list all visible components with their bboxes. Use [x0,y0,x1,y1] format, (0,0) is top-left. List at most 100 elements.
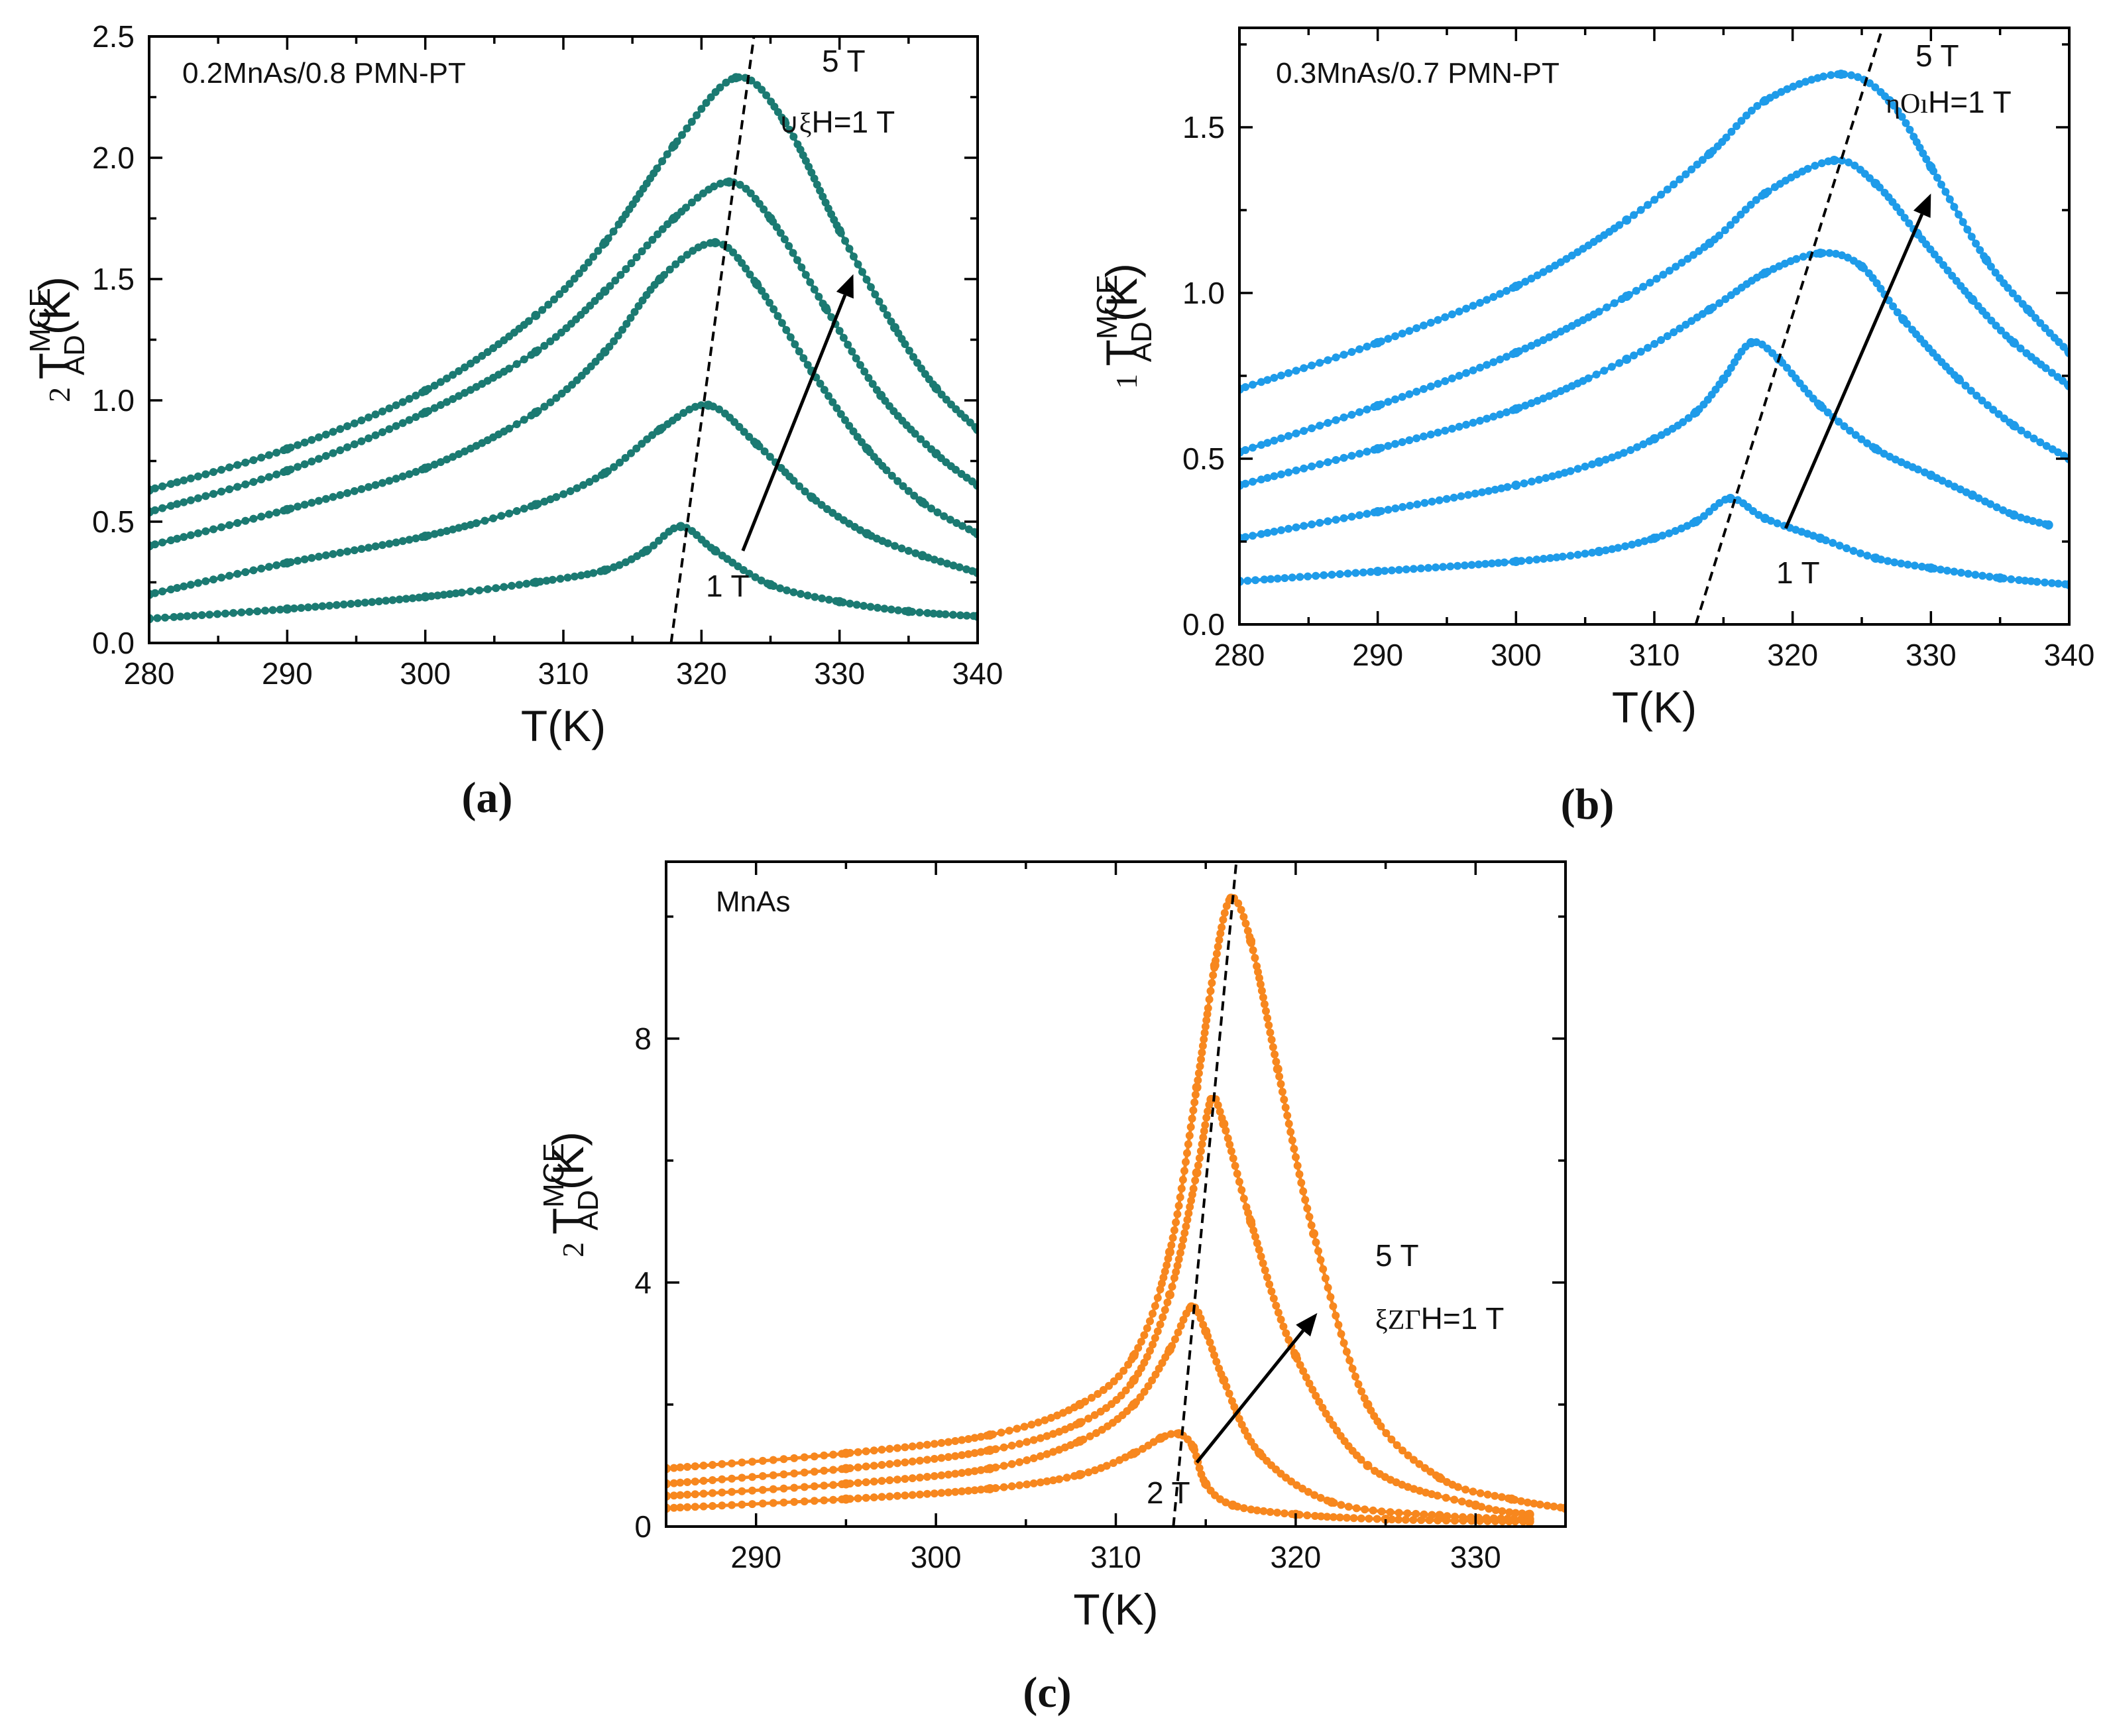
data-point [1566,551,1575,560]
data-point [339,600,348,608]
data-point [1395,1515,1402,1524]
data-point [1426,318,1435,327]
sample-point [1165,1290,1174,1300]
data-point [1972,391,1981,400]
data-point [1983,401,1992,410]
data-point [540,341,549,350]
data-point [813,180,821,189]
field-arrow-head [1296,1312,1318,1337]
data-point [793,256,801,264]
data-point [1588,460,1597,469]
sample-point [1156,1433,1166,1443]
data-point [956,611,964,620]
data-point [1297,1179,1306,1187]
data-point [173,478,182,487]
data-point [1153,1294,1162,1302]
data-point [583,570,592,579]
data-point [893,1476,901,1484]
data-point [1288,1136,1296,1145]
data-point [1943,266,1952,274]
data-point [728,1487,736,1496]
data-point [1203,1010,1212,1018]
data-point [1367,567,1375,576]
data-point [930,555,939,564]
data-point [2000,414,2008,423]
sample-point [1201,1326,1211,1336]
data-point [776,584,784,593]
data-point [699,1489,708,1498]
x-tick-label: 330 [1450,1540,1501,1574]
data-point [1178,1242,1186,1251]
data-point [818,594,826,603]
data-point [1151,1302,1159,1310]
data-point [1957,569,1965,577]
data-point [1308,424,1316,433]
data-point [249,456,258,465]
data-point [1316,422,1324,430]
data-point [1190,1098,1199,1107]
data-point [949,561,958,570]
data-point [866,283,875,292]
data-point [1354,1380,1363,1389]
data-point [862,1462,870,1471]
data-point [1337,1501,1345,1509]
data-point [1550,1502,1558,1511]
data-point [1156,1320,1165,1329]
data-point [1588,548,1597,557]
series-5-T [666,894,1566,1513]
sample-point [1511,557,1521,566]
data-point [707,93,715,101]
data-point [371,542,380,551]
data-point [852,354,860,363]
data-point [1304,1487,1312,1496]
data-point [1110,1377,1118,1385]
data-point [1304,572,1312,581]
data-point [233,569,242,578]
data-point [893,1444,901,1452]
data-point [709,1461,716,1469]
data-point [1777,87,1786,96]
data-point [958,1451,966,1460]
data-point [1088,1393,1096,1402]
data-point [1194,1069,1203,1078]
data-point [1665,529,1674,538]
data-point [233,483,242,491]
data-point [1404,1451,1412,1460]
sample-point [1725,494,1735,503]
data-point [933,508,942,516]
data-point [1183,1216,1192,1224]
data-point [1196,1147,1205,1155]
data-point [1247,1505,1255,1514]
data-point [1253,1239,1261,1247]
data-point [350,487,359,495]
data-point [1913,465,1922,474]
data-point [1282,1329,1290,1338]
data-point [1263,439,1272,447]
data-point [575,269,583,278]
data-point [1955,210,1963,219]
sample-point [1829,156,1839,165]
data-point [1831,249,1840,258]
sample-point [1246,936,1256,946]
data-point [1876,284,1885,293]
x-tick-label: 320 [1271,1540,1322,1574]
sample-point [1373,567,1383,576]
field-arrow-head [1913,194,1931,218]
data-point [2054,579,2063,588]
data-point [825,595,833,604]
data-point [300,500,309,509]
data-point [615,561,624,569]
data-point [186,581,195,589]
data-point [1687,317,1696,325]
data-point [405,470,414,479]
sample-point [282,604,292,614]
sample-point [917,551,927,561]
data-point [908,1474,917,1483]
data-point [1204,1107,1212,1116]
data-point [1640,537,1649,546]
data-point [388,596,397,605]
field-arrow [741,294,847,551]
data-point [1700,512,1708,520]
data-point [1715,231,1723,240]
sample-point [1373,401,1383,410]
